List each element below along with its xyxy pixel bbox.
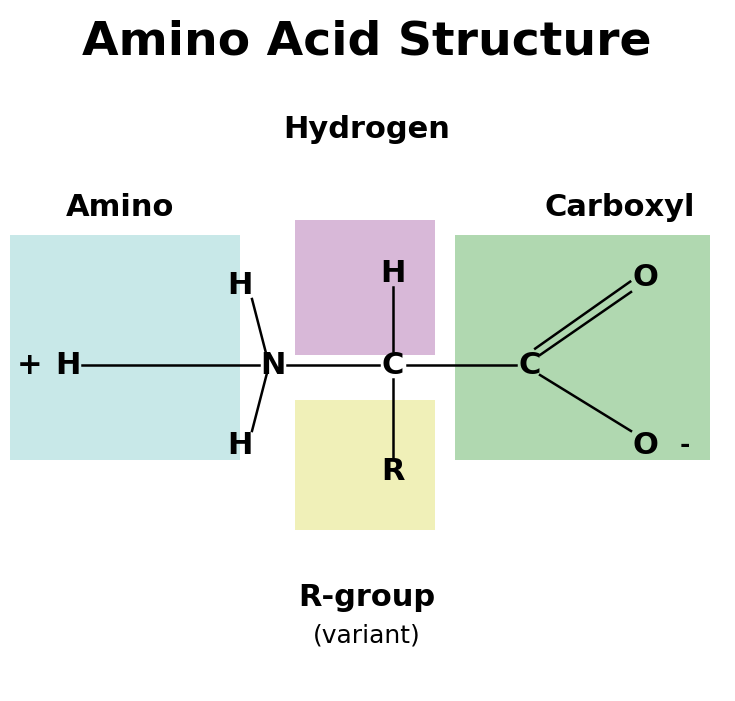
Text: C: C (519, 350, 541, 379)
Text: Amino Acid Structure: Amino Acid Structure (82, 20, 652, 64)
Text: (variant): (variant) (313, 623, 421, 647)
Text: R-group: R-group (298, 583, 436, 611)
Text: Carboxyl: Carboxyl (545, 193, 695, 222)
Text: -: - (680, 433, 690, 457)
Text: N: N (260, 350, 286, 379)
Text: H: H (380, 259, 406, 287)
Text: R: R (381, 458, 405, 486)
Bar (455, 235, 710, 460)
Text: H: H (227, 430, 253, 459)
Text: H: H (55, 350, 81, 379)
Text: +: + (17, 350, 43, 379)
Bar (10, 235, 240, 460)
Bar (295, 400, 435, 530)
Text: Amino: Amino (66, 193, 174, 222)
Text: O: O (632, 430, 658, 459)
Text: H: H (227, 271, 253, 299)
Text: C: C (381, 350, 404, 379)
Bar (295, 220, 435, 355)
Text: Hydrogen: Hydrogen (284, 116, 451, 144)
Text: O: O (632, 264, 658, 292)
